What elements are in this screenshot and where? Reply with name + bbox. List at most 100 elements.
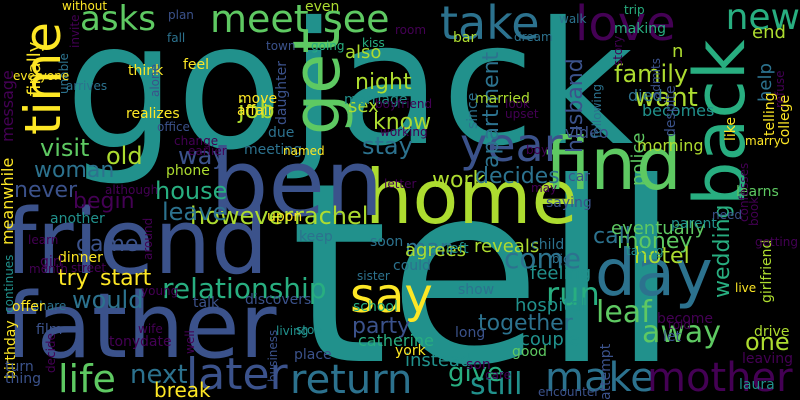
word-night: night: [355, 70, 412, 95]
word-game: game: [76, 232, 139, 257]
word-good: good: [512, 344, 547, 360]
word-woman: woman: [34, 158, 115, 183]
word-want: want: [634, 83, 698, 113]
word-marriage: marriage: [344, 92, 408, 108]
word-reveals: reveals: [474, 236, 540, 257]
word-soon: soon: [370, 234, 404, 250]
word-talk: talk: [193, 295, 220, 311]
word-making: making: [614, 21, 666, 37]
word-care: care: [485, 368, 512, 382]
word-catherine: catherine: [358, 331, 434, 350]
word-daughter: daughter: [274, 61, 290, 125]
word-earlier: earlier: [188, 144, 227, 158]
word-take: take: [440, 0, 540, 50]
word-let: let: [663, 329, 681, 345]
word-leaf: leaf: [596, 295, 652, 330]
word-new: new: [725, 0, 800, 38]
word-break: break: [154, 378, 211, 400]
word-party: party: [352, 314, 411, 339]
word-taking: taking: [626, 244, 664, 258]
word-love: love: [575, 0, 676, 52]
word-feel: feel: [183, 57, 210, 73]
word-letter: letter: [384, 177, 417, 191]
word-feeling: feeling: [530, 263, 592, 284]
word-dream: dream: [514, 30, 553, 44]
word-continues: continues: [2, 254, 16, 313]
word-office: office: [157, 120, 190, 134]
word-go: go: [65, 0, 284, 189]
word-house: house: [155, 177, 228, 205]
word-walk: walk: [559, 12, 587, 26]
word-school: school: [353, 299, 398, 315]
word-decides: decides: [475, 164, 560, 189]
word-become: become: [657, 311, 714, 327]
word-left: left: [446, 241, 469, 257]
word-young: young: [141, 284, 179, 298]
word-upset: upset: [505, 107, 539, 121]
word-film: film: [36, 322, 63, 338]
word-well: well: [183, 330, 197, 354]
word-married: married: [475, 91, 530, 107]
word-upon: upon: [267, 209, 303, 225]
word-confesses: confesses: [737, 162, 751, 222]
word-still: still: [470, 367, 523, 400]
word-arrives: arrives: [66, 79, 108, 93]
word-need: need: [712, 208, 742, 222]
word-give: give: [448, 358, 504, 388]
word-month: month: [29, 262, 68, 276]
word-affair: affair: [237, 103, 274, 119]
word-however: however: [190, 202, 294, 230]
word-old: old: [106, 142, 143, 170]
word-named: named: [283, 144, 325, 158]
word-live: live: [735, 281, 757, 295]
word-going: going: [311, 39, 345, 53]
word-realizes: realizes: [126, 106, 180, 122]
word-find: find: [545, 122, 682, 206]
word-way: way: [178, 142, 227, 170]
word-drive: drive: [754, 324, 790, 340]
word-away: away: [642, 315, 722, 350]
word-phone: phone: [166, 163, 210, 179]
word-told: told: [668, 318, 691, 332]
word-son: son: [466, 357, 491, 373]
word-without: without: [62, 0, 108, 13]
word-encounter: encounter: [538, 385, 600, 399]
word-discovers: discovers: [245, 292, 312, 308]
word-another: another: [50, 211, 105, 227]
word-start: start: [100, 266, 152, 291]
word-child: child: [531, 237, 565, 253]
word-jack: jack: [290, 0, 634, 184]
word-meeting: meeting: [244, 142, 303, 158]
word-try: try: [58, 266, 89, 291]
word-due: due: [268, 125, 295, 141]
word-n: n: [672, 41, 684, 62]
word-change: change: [174, 134, 219, 148]
word-money: money: [617, 229, 693, 254]
word-boyfriend: boyfriend: [375, 97, 433, 111]
word-end: end: [752, 22, 786, 43]
word-instead: instead: [405, 350, 472, 371]
word-tell: tell: [290, 129, 681, 400]
word-parent: parent: [671, 216, 717, 232]
word-becomes: becomes: [642, 101, 715, 120]
word-date: date: [140, 334, 172, 350]
word-marry: marry: [745, 134, 781, 148]
word-saying: saying: [546, 195, 592, 211]
word-family: family: [614, 60, 689, 88]
word-business: business: [266, 329, 280, 382]
word-hospital: hospital: [515, 295, 587, 316]
word-meet: meet: [210, 0, 309, 41]
word-work: work: [432, 168, 486, 193]
word-father: father: [5, 274, 277, 379]
word-boy: boy: [526, 143, 549, 157]
word-begin: begin: [73, 189, 135, 214]
word-asks: asks: [80, 0, 156, 39]
word-stay: stay: [362, 132, 413, 160]
word-show: show: [458, 282, 495, 298]
word-since: since: [465, 92, 481, 129]
word-fall: fall: [167, 31, 186, 45]
word-invite: invite: [68, 14, 82, 48]
word-think: think: [128, 63, 164, 79]
word-video: video: [565, 123, 609, 142]
word-dinner: dinner: [58, 250, 103, 266]
